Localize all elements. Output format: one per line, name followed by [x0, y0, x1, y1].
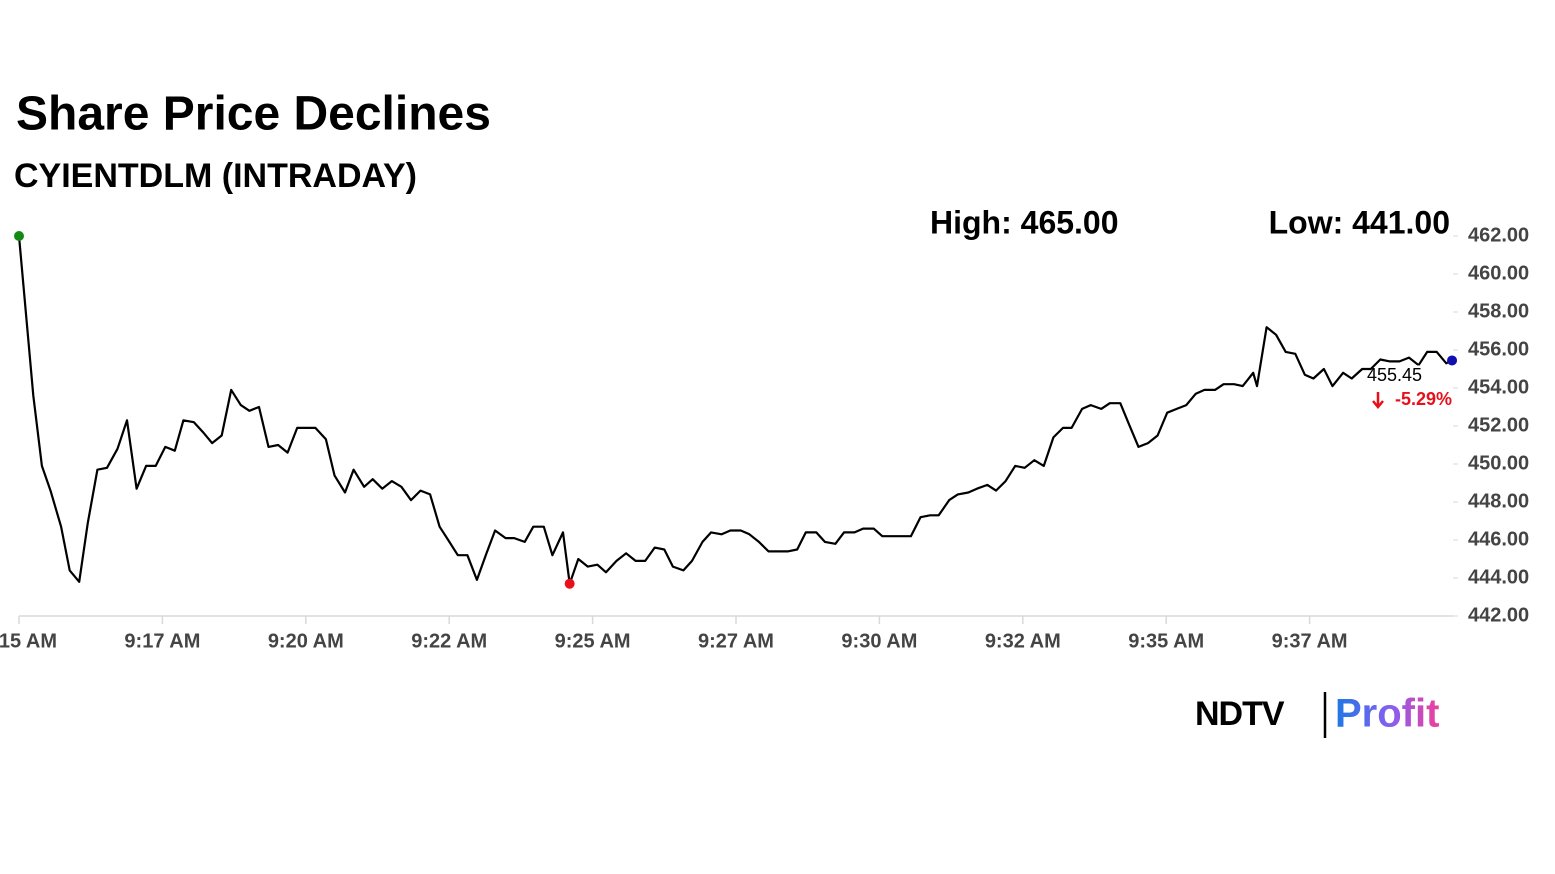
- last-value-box: -5.29%: [1372, 389, 1452, 409]
- y-tick-label: 458.00: [1468, 300, 1529, 322]
- y-tick-label: 462.00: [1468, 224, 1529, 246]
- y-tick-label: 456.00: [1468, 338, 1529, 360]
- logo-profit: Profit: [1335, 692, 1439, 736]
- y-tick-label: 448.00: [1468, 490, 1529, 512]
- down-arrow: [1372, 392, 1384, 409]
- y-tick-label: 450.00: [1468, 452, 1529, 474]
- last-value-bg: [1382, 365, 1449, 388]
- y-tick-label: 460.00: [1468, 262, 1529, 284]
- x-tick-label: 9:37 AM: [1272, 630, 1348, 652]
- chart-subtitle: CYIENTDLM (INTRADAY): [14, 157, 417, 195]
- y-tick-label: 444.00: [1468, 566, 1529, 588]
- x-tick-label: 9:25 AM: [555, 630, 631, 652]
- logo-ndtv: NDTV: [1195, 695, 1285, 733]
- start-marker: [14, 231, 24, 241]
- low-marker: [564, 578, 575, 589]
- y-tick-label: 446.00: [1468, 528, 1529, 550]
- x-tick-label: 9:32 AM: [985, 630, 1061, 652]
- x-tick-label: 9:27 AM: [698, 630, 774, 652]
- y-tick-label: 454.00: [1468, 376, 1529, 398]
- x-tick-label: 9:15 AM: [0, 630, 57, 652]
- end-marker: [1447, 355, 1458, 366]
- x-tick-label: 9:22 AM: [411, 630, 487, 652]
- y-tick-label: 452.00: [1468, 414, 1529, 436]
- chart-title: Share Price Declines: [16, 88, 491, 141]
- x-tick-label: 9:20 AM: [268, 630, 344, 652]
- price-line: [17, 235, 1453, 585]
- y-tick-label: 442.00: [1468, 604, 1529, 626]
- high-label: High: 465.00: [930, 204, 1119, 240]
- last-value-label: 455.45: [1367, 365, 1422, 385]
- x-tick-label: 9:30 AM: [841, 630, 917, 652]
- change-label: -5.29%: [1395, 389, 1452, 409]
- low-label: Low: 441.00: [1269, 204, 1450, 240]
- x-tick-label: 9:17 AM: [124, 630, 200, 652]
- x-tick-label: 9:35 AM: [1128, 630, 1204, 652]
